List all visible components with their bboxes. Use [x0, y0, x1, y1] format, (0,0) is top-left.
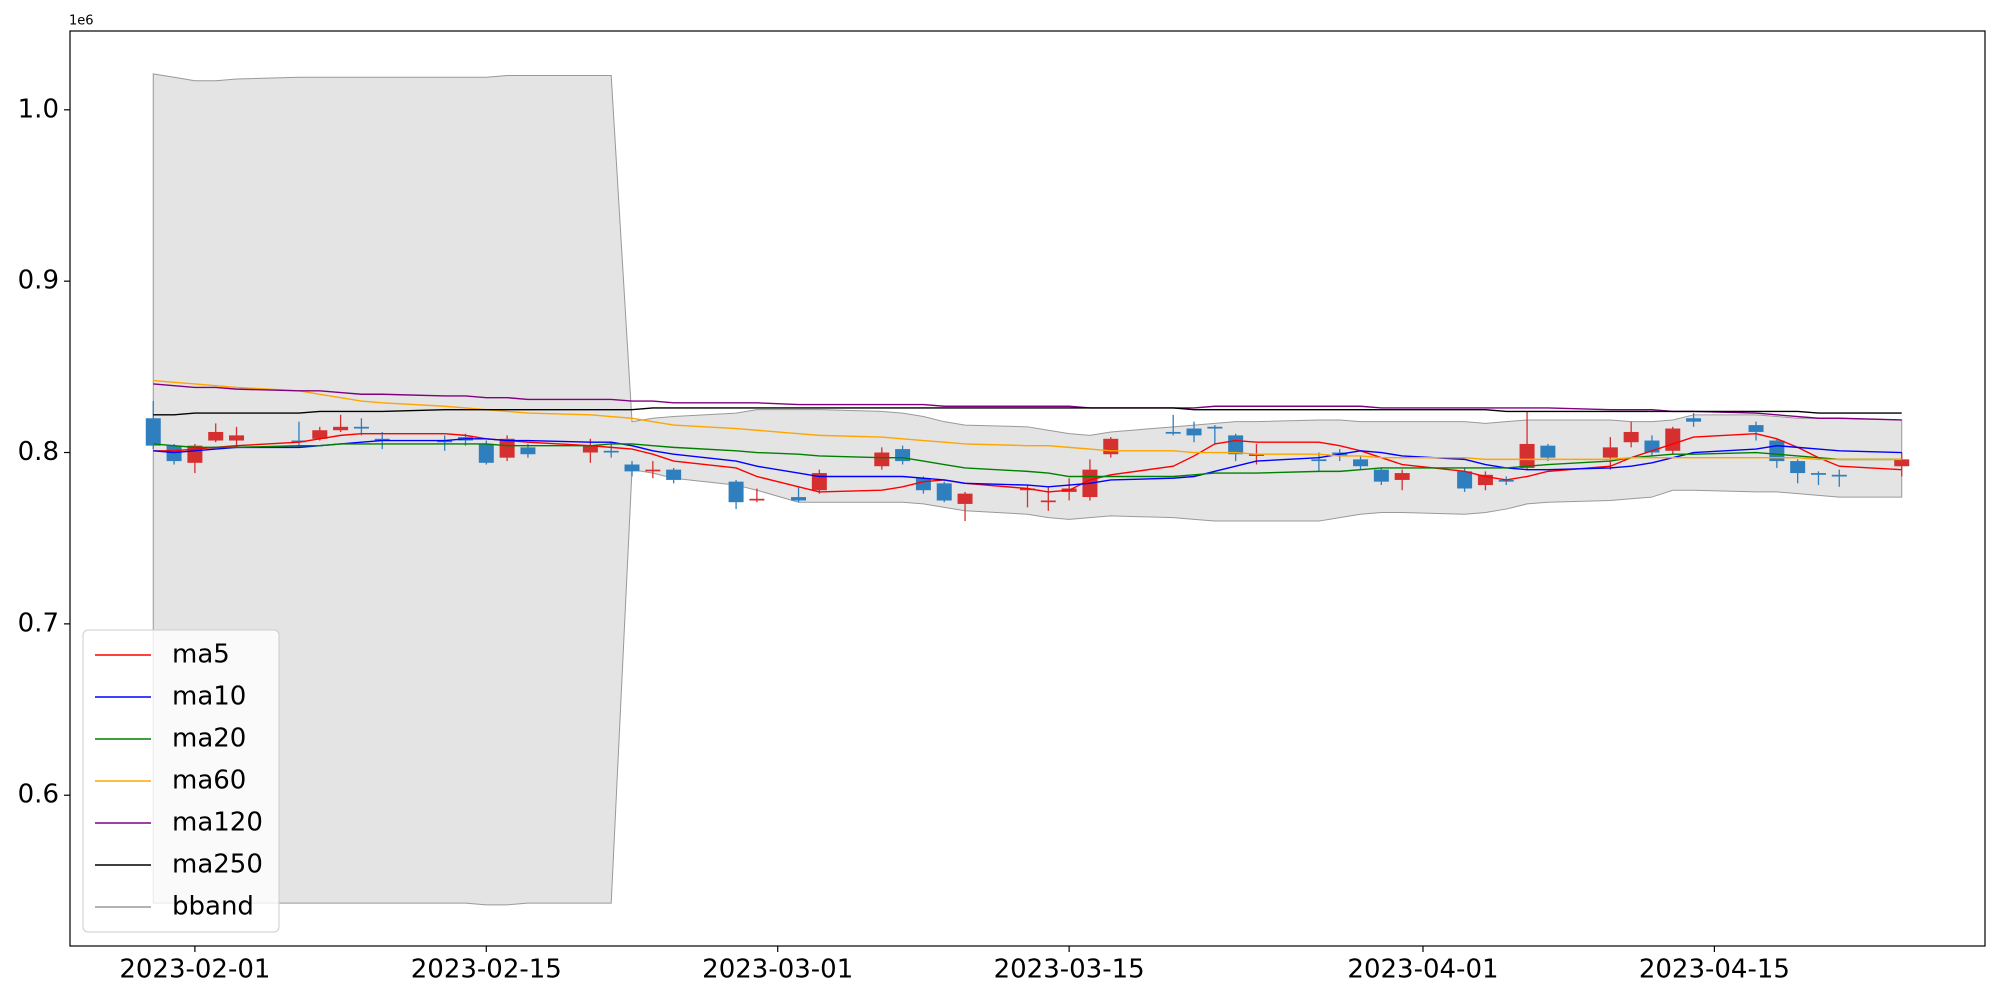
candle-body: [957, 493, 973, 504]
candle-body: [1623, 431, 1639, 443]
ma-line: [153, 438, 1902, 488]
legend: ma5 ma10 ma20 ma60 ma120 ma250 bband: [82, 629, 280, 933]
candle-body: [1602, 447, 1618, 458]
x-tick-label: 2023-02-01: [119, 955, 270, 985]
candle-body: [1477, 474, 1493, 486]
y-tick-label: 0.6: [18, 780, 59, 810]
candle-body: [874, 452, 890, 467]
candle-body: [1186, 428, 1202, 436]
legend-label: ma20: [172, 724, 246, 754]
candle-body: [520, 447, 536, 455]
candle-body: [1311, 459, 1327, 462]
candle-body: [312, 430, 328, 439]
candle-body: [1644, 440, 1660, 453]
ma-line: [153, 407, 1902, 416]
x-tick-label: 2023-04-01: [1347, 955, 1498, 985]
candle-body: [1165, 431, 1181, 434]
candle-body: [1228, 435, 1244, 455]
candle-body: [1394, 473, 1410, 480]
candle-body: [1686, 418, 1702, 422]
y-tick-label: 0.7: [18, 608, 59, 638]
candle-body: [1373, 469, 1389, 482]
candle-body: [728, 481, 744, 503]
candle-body: [582, 445, 598, 453]
candle-body: [437, 440, 453, 443]
ma-line: [153, 383, 1902, 421]
legend-label: ma10: [172, 682, 246, 712]
ma-line: [153, 432, 1902, 493]
legend-label: bband: [172, 892, 254, 922]
legend-label: ma250: [172, 850, 263, 880]
candle-body: [478, 443, 494, 463]
candle-body: [936, 483, 952, 501]
candle-body: [1353, 459, 1369, 467]
candle-body: [333, 426, 349, 431]
candle-body: [1540, 445, 1556, 458]
candle-body: [166, 445, 182, 462]
x-tick-label: 2023-03-15: [994, 955, 1145, 985]
plot-frame: [69, 30, 1986, 947]
legend-label: ma60: [172, 766, 246, 796]
candle-body: [1665, 428, 1681, 451]
x-tick-label: 2023-03-01: [702, 955, 853, 985]
candle-body: [895, 449, 911, 462]
candle-body: [1457, 471, 1473, 489]
candle-body: [666, 469, 682, 480]
legend-box: [82, 629, 280, 933]
legend-label: ma120: [172, 808, 263, 838]
candle-body: [1040, 500, 1056, 503]
candle-body: [791, 497, 807, 501]
x-tick-label: 2023-04-15: [1639, 955, 1790, 985]
candle-body: [229, 435, 245, 441]
candle-body: [291, 440, 307, 443]
candle-body: [1248, 454, 1264, 456]
candle-body: [1748, 425, 1764, 432]
y-tick-label: 0.8: [18, 437, 59, 467]
candle-body: [1103, 438, 1119, 455]
candle-body: [1020, 488, 1035, 491]
candle-body: [1519, 443, 1535, 468]
y-offset-label: 1e6: [69, 14, 94, 29]
candle-body: [1790, 461, 1806, 474]
candle-body: [1810, 473, 1826, 475]
y-tick-label: 0.9: [18, 266, 59, 296]
ma-line: [153, 443, 1902, 478]
ma-line: [153, 379, 1902, 461]
candle-body: [374, 438, 390, 441]
candle-body: [208, 431, 224, 441]
candle-body: [1894, 459, 1910, 467]
candle-body: [499, 438, 515, 458]
candle-body: [353, 426, 369, 429]
candle-body: [1831, 474, 1847, 477]
candle-body: [645, 469, 661, 472]
candle-body: [624, 464, 640, 472]
candle-body: [145, 418, 161, 446]
candle-body: [1498, 479, 1514, 482]
y-tick-label: 1.0: [18, 94, 59, 124]
candle-body: [749, 498, 765, 501]
candle-body: [811, 473, 827, 491]
legend-label: ma5: [172, 640, 230, 670]
candle-body: [603, 450, 619, 453]
x-tick-label: 2023-02-15: [411, 955, 562, 985]
candle-body: [915, 478, 931, 491]
candle-body: [1207, 426, 1223, 429]
